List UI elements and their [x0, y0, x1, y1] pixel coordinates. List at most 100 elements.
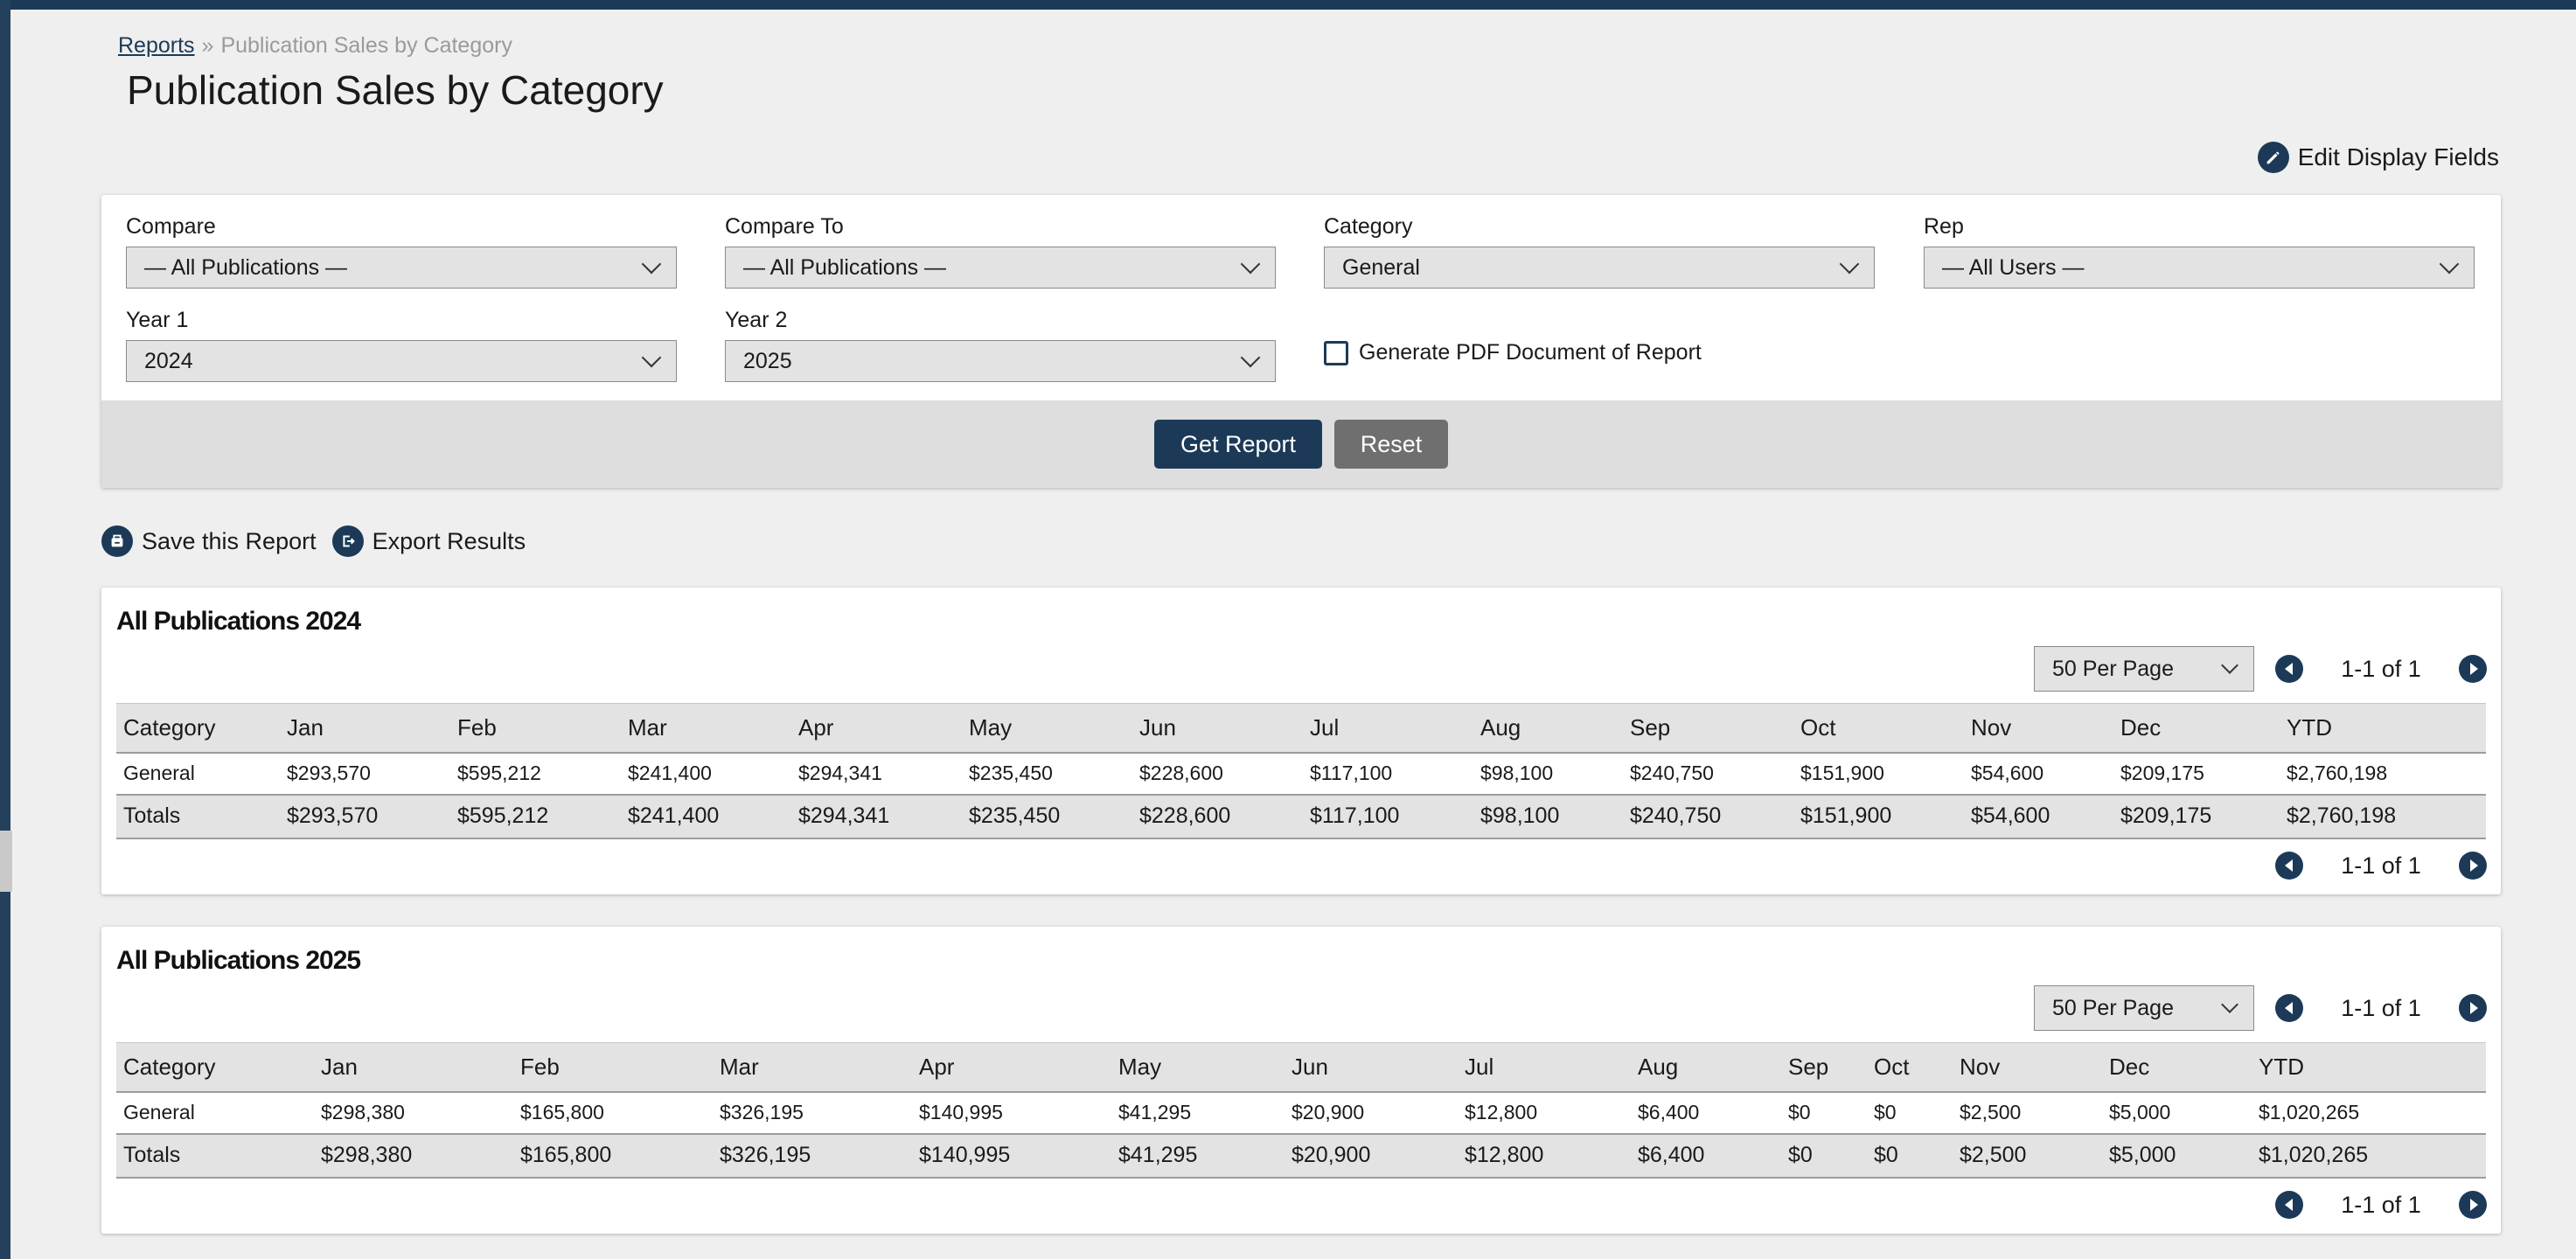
- totals-cell: $0: [1867, 1132, 1953, 1179]
- table-row: General $298,380 $165,800 $326,195 $140,995 $…: [116, 1092, 2486, 1134]
- table-cell: $326,195: [720, 1101, 804, 1123]
- per-page-value: 50 Per Page: [2052, 656, 2174, 681]
- reset-button[interactable]: Reset: [1334, 420, 1448, 469]
- chevron-down-icon: [2221, 657, 2238, 674]
- prev-page-button[interactable]: [2275, 994, 2303, 1022]
- arrow-right-icon: [2470, 1002, 2478, 1014]
- per-page-select[interactable]: 50 Per Page: [2034, 985, 2254, 1031]
- column-header[interactable]: May: [962, 703, 1132, 754]
- top-pager: 50 Per Page 1-1 of 1: [2034, 646, 2487, 692]
- report-card-2025: All Publications 2025 50 Per Page 1-1 of…: [101, 927, 2501, 1234]
- column-header[interactable]: Jul: [1458, 1042, 1631, 1093]
- export-results-button[interactable]: Export Results: [331, 525, 526, 557]
- column-header[interactable]: Dec: [2113, 703, 2280, 754]
- chevron-down-icon: [1240, 254, 1261, 275]
- column-header[interactable]: Jul: [1303, 703, 1473, 754]
- next-page-button[interactable]: [2459, 852, 2487, 880]
- prev-page-button[interactable]: [2275, 655, 2303, 683]
- chevron-down-icon: [2439, 254, 2460, 275]
- page-info: 1-1 of 1: [2341, 852, 2421, 879]
- totals-cell: $1,020,265: [2252, 1132, 2486, 1179]
- top-pager: 50 Per Page 1-1 of 1: [2034, 985, 2487, 1031]
- column-header[interactable]: Dec: [2102, 1042, 2252, 1093]
- totals-cell: $293,570: [280, 793, 450, 839]
- year1-field: Year 1 2024: [126, 308, 677, 382]
- year1-select[interactable]: 2024: [126, 340, 677, 382]
- chevron-down-icon: [1240, 347, 1261, 368]
- column-header[interactable]: Sep: [1781, 1042, 1867, 1093]
- category-select[interactable]: General: [1324, 247, 1875, 289]
- column-header[interactable]: Aug: [1631, 1042, 1781, 1093]
- next-page-button[interactable]: [2459, 994, 2487, 1022]
- column-header[interactable]: Mar: [621, 703, 791, 754]
- export-icon: [331, 525, 364, 557]
- column-header[interactable]: YTD: [2280, 703, 2486, 754]
- totals-cell: $294,341: [791, 793, 962, 839]
- category-label: Category: [1324, 214, 1413, 239]
- pdf-checkbox-row[interactable]: Generate PDF Document of Report: [1324, 340, 1702, 365]
- column-header[interactable]: Jun: [1285, 1042, 1458, 1093]
- per-page-select[interactable]: 50 Per Page: [2034, 646, 2254, 692]
- totals-cell: Totals: [116, 793, 280, 839]
- column-header[interactable]: Oct: [1867, 1042, 1953, 1093]
- column-header[interactable]: Category: [116, 1042, 314, 1093]
- year1-label: Year 1: [126, 308, 189, 332]
- save-report-button[interactable]: Save this Report: [101, 525, 317, 557]
- table-cell: $12,800: [1465, 1101, 1538, 1123]
- column-header[interactable]: Sep: [1623, 703, 1793, 754]
- next-page-button[interactable]: [2459, 655, 2487, 683]
- totals-cell: $235,450: [962, 793, 1132, 839]
- column-header[interactable]: Mar: [713, 1042, 912, 1093]
- get-report-button[interactable]: Get Report: [1154, 420, 1322, 469]
- totals-cell: $20,900: [1285, 1132, 1458, 1179]
- breadcrumb-reports-link[interactable]: Reports: [118, 33, 195, 58]
- compare-select[interactable]: — All Publications —: [126, 247, 677, 289]
- table-cell: $241,400: [628, 762, 712, 784]
- column-header[interactable]: Oct: [1793, 703, 1964, 754]
- chevron-down-icon: [641, 254, 662, 275]
- table-cell: $5,000: [2109, 1101, 2171, 1123]
- edit-display-fields-button[interactable]: Edit Display Fields: [2257, 142, 2499, 173]
- column-header[interactable]: Nov: [1953, 1042, 2102, 1093]
- page-info: 1-1 of 1: [2341, 994, 2421, 1021]
- column-header[interactable]: YTD: [2252, 1042, 2486, 1093]
- report-card-2024: All Publications 2024 50 Per Page 1-1 of…: [101, 588, 2501, 894]
- column-header[interactable]: Jan: [280, 703, 450, 754]
- table-cell: $228,600: [1139, 762, 1223, 784]
- sidebar-toggle-handle[interactable]: [0, 831, 12, 892]
- totals-cell: $98,100: [1473, 793, 1623, 839]
- page-info: 1-1 of 1: [2341, 655, 2421, 682]
- arrow-left-icon: [2284, 1002, 2293, 1014]
- arrow-left-icon: [2284, 663, 2293, 675]
- filter-footer: Get Report Reset: [101, 400, 2501, 488]
- year2-field: Year 2 2025: [725, 308, 1276, 382]
- column-header[interactable]: Feb: [450, 703, 621, 754]
- compare-label: Compare: [126, 214, 216, 239]
- rep-select[interactable]: — All Users —: [1924, 247, 2475, 289]
- column-header[interactable]: Jan: [314, 1042, 513, 1093]
- export-results-label: Export Results: [372, 527, 526, 554]
- column-header[interactable]: Nov: [1964, 703, 2113, 754]
- totals-cell: $6,400: [1631, 1132, 1781, 1179]
- per-page-value: 50 Per Page: [2052, 995, 2174, 1020]
- sales-table-2024: Category Jan Feb Mar Apr May Jun Jul Aug Sep Oct No…: [116, 703, 2486, 839]
- compare-to-select[interactable]: — All Publications —: [725, 247, 1276, 289]
- table-cell: General: [123, 762, 195, 784]
- table-cell: $2,500: [1960, 1101, 2022, 1123]
- column-header[interactable]: Jun: [1132, 703, 1303, 754]
- column-header[interactable]: Aug: [1473, 703, 1623, 754]
- compare-field: Compare — All Publications —: [126, 214, 677, 289]
- prev-page-button[interactable]: [2275, 852, 2303, 880]
- pdf-checkbox[interactable]: [1324, 340, 1348, 365]
- bottom-pager: 1-1 of 1: [2275, 1191, 2487, 1219]
- column-header[interactable]: Apr: [791, 703, 962, 754]
- column-header[interactable]: Feb: [513, 1042, 713, 1093]
- year2-select[interactable]: 2025: [725, 340, 1276, 382]
- column-header[interactable]: Apr: [912, 1042, 1111, 1093]
- category-value: General: [1342, 254, 1420, 280]
- column-header[interactable]: Category: [116, 703, 280, 754]
- column-header[interactable]: May: [1111, 1042, 1285, 1093]
- prev-page-button[interactable]: [2275, 1191, 2303, 1219]
- next-page-button[interactable]: [2459, 1191, 2487, 1219]
- table-cell: $240,750: [1630, 762, 1714, 784]
